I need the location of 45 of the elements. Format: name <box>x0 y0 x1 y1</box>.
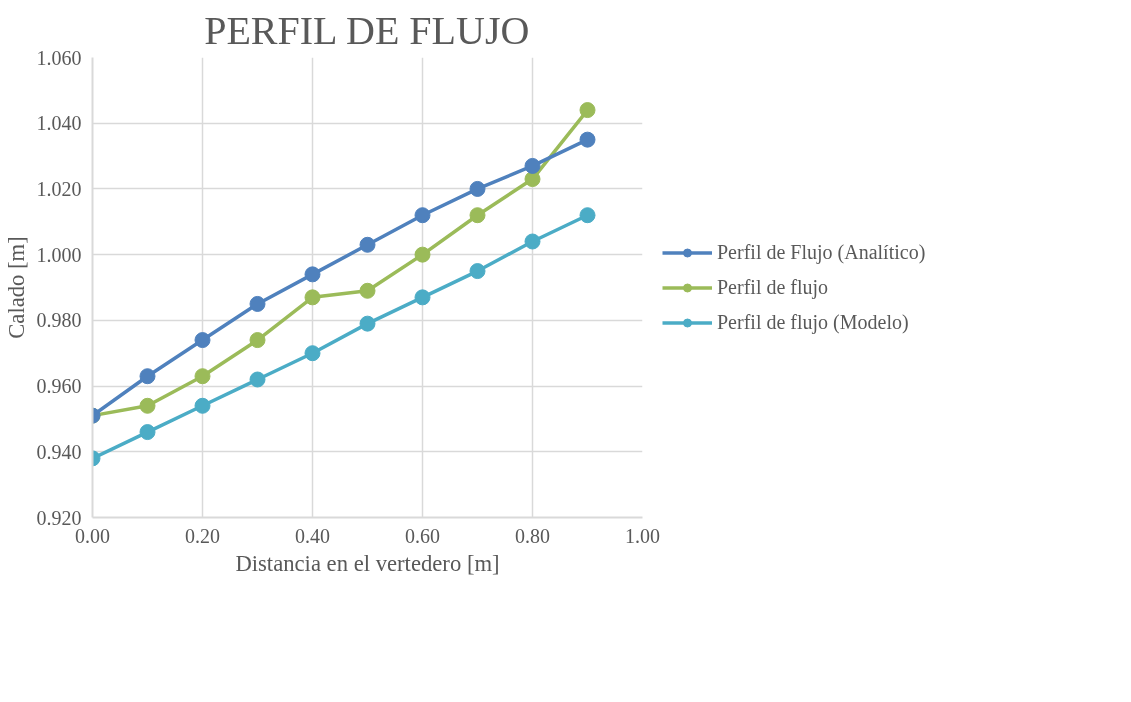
x-tick-label: 0.20 <box>185 524 220 547</box>
point <box>304 289 321 306</box>
point <box>359 315 376 332</box>
point <box>414 246 431 263</box>
x-tick-label: 0.40 <box>295 524 330 547</box>
y-tick-label: 1.000 <box>36 243 82 266</box>
point <box>359 282 376 299</box>
x-tick-label: 1.00 <box>625 524 660 547</box>
point <box>249 332 266 349</box>
point <box>139 397 156 414</box>
point <box>524 157 541 174</box>
chart-title: PERFIL DE FLUJO <box>204 7 530 53</box>
point <box>139 424 156 441</box>
point <box>524 233 541 250</box>
x-tick-label: 0.60 <box>405 524 440 547</box>
point <box>469 263 486 280</box>
point <box>579 102 596 119</box>
legend-label: Perfil de flujo <box>717 275 829 299</box>
x-axis-title: Distancia en el vertedero [m] <box>235 550 500 576</box>
point <box>194 397 211 414</box>
y-tick-label: 0.940 <box>36 440 82 463</box>
x-tick-label: 0.80 <box>515 524 550 547</box>
y-tick-label: 0.960 <box>36 375 82 398</box>
point <box>359 236 376 253</box>
y-axis-title: Calado [m] <box>3 236 29 339</box>
point <box>249 371 266 388</box>
point <box>414 207 431 224</box>
point <box>579 207 596 224</box>
point <box>139 368 156 385</box>
y-tick-label: 1.040 <box>36 112 82 135</box>
point <box>469 207 486 224</box>
legend-label: Perfil de Flujo (Analítico) <box>717 240 926 264</box>
point <box>414 289 431 306</box>
point <box>194 368 211 385</box>
point <box>249 295 266 312</box>
point <box>579 131 596 148</box>
y-tick-label: 1.060 <box>36 46 82 69</box>
point <box>194 332 211 349</box>
point <box>524 171 541 188</box>
legend-label: Perfil de flujo (Modelo) <box>717 310 909 334</box>
point <box>469 180 486 197</box>
point <box>304 266 321 283</box>
point <box>304 345 321 362</box>
y-tick-label: 0.980 <box>36 309 82 332</box>
y-tick-label: 1.020 <box>36 177 82 200</box>
